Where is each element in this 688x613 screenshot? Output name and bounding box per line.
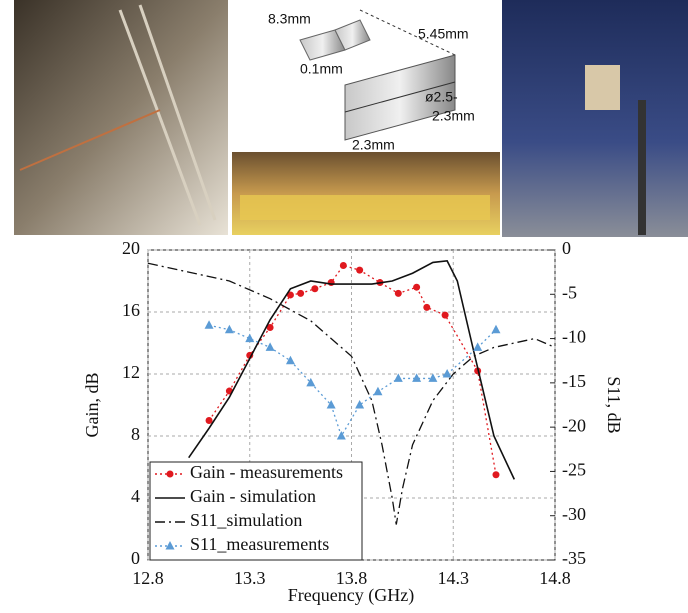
data-point bbox=[205, 320, 214, 329]
x-tick-label: 14.8 bbox=[539, 568, 571, 588]
data-point bbox=[206, 417, 213, 424]
photo-antenna bbox=[14, 0, 228, 235]
x-tick-label: 13.8 bbox=[336, 568, 368, 588]
data-point bbox=[395, 290, 402, 297]
legend-label: S11_measurements bbox=[190, 534, 329, 554]
data-point bbox=[297, 290, 304, 297]
y2-tick-label: -20 bbox=[562, 415, 586, 435]
legend-label: Gain - measurements bbox=[190, 462, 343, 482]
page: 8.3mm 0.1mm 5.45mm ø2.5- 2.3mm 2.3mm Fre… bbox=[0, 0, 688, 608]
dimension-label: 0.1mm bbox=[300, 61, 343, 77]
legend-marker bbox=[167, 471, 174, 478]
dimension-label: 8.3mm bbox=[268, 11, 311, 27]
data-point bbox=[423, 304, 430, 311]
data-point bbox=[355, 400, 364, 409]
y2-tick-label: -5 bbox=[562, 282, 577, 302]
y-tick-label: 16 bbox=[122, 300, 140, 320]
y-tick-label: 12 bbox=[122, 362, 140, 382]
y2-tick-label: -30 bbox=[562, 504, 586, 524]
x-tick-label: 13.3 bbox=[234, 568, 266, 588]
y-tick-label: 8 bbox=[131, 424, 140, 444]
data-point bbox=[286, 356, 295, 365]
y-tick-label: 20 bbox=[122, 238, 140, 258]
data-point bbox=[356, 267, 363, 274]
data-point bbox=[266, 342, 275, 351]
y2-tick-label: -35 bbox=[562, 548, 586, 568]
legend-label: S11_simulation bbox=[190, 510, 302, 530]
legend-label: Gain - simulation bbox=[190, 486, 316, 506]
photo-chamber-stand bbox=[638, 100, 646, 235]
data-point bbox=[443, 369, 452, 378]
y2-tick-label: 0 bbox=[562, 238, 571, 258]
photo-array bbox=[232, 152, 500, 235]
y2-tick-label: -10 bbox=[562, 327, 586, 347]
data-point bbox=[327, 400, 336, 409]
y-axis-label: Gain, dB bbox=[82, 373, 102, 438]
data-point bbox=[442, 312, 449, 319]
data-point bbox=[337, 431, 346, 440]
photo-array-board bbox=[240, 195, 490, 220]
dimension-label: ø2.5- bbox=[425, 89, 458, 105]
y-tick-label: 0 bbox=[131, 548, 140, 568]
data-point bbox=[311, 285, 318, 292]
x-tick-label: 14.3 bbox=[438, 568, 470, 588]
dimension-label: 5.45mm bbox=[418, 26, 469, 42]
data-point bbox=[340, 262, 347, 269]
y2-axis-label: S11, dB bbox=[604, 376, 624, 433]
data-point bbox=[328, 279, 335, 286]
dimension-label: 2.3mm bbox=[352, 137, 395, 153]
data-point bbox=[428, 373, 437, 382]
data-point bbox=[412, 373, 421, 382]
photo-chamber bbox=[502, 0, 688, 237]
data-point bbox=[394, 373, 403, 382]
data-point bbox=[306, 378, 315, 387]
x-tick-label: 12.8 bbox=[132, 568, 164, 588]
dimension-label: 2.3mm bbox=[432, 108, 475, 124]
data-point bbox=[245, 334, 254, 343]
data-point bbox=[413, 284, 420, 291]
figure: 8.3mm 0.1mm 5.45mm ø2.5- 2.3mm 2.3mm Fre… bbox=[0, 0, 688, 608]
y2-tick-label: -25 bbox=[562, 460, 586, 480]
y2-tick-label: -15 bbox=[562, 371, 586, 391]
data-point bbox=[492, 471, 499, 478]
y-tick-label: 4 bbox=[131, 486, 140, 506]
data-point bbox=[373, 387, 382, 396]
x-axis-label: Frequency (GHz) bbox=[288, 585, 414, 606]
data-point bbox=[491, 325, 500, 334]
data-point bbox=[225, 325, 234, 334]
photo-chamber-antenna bbox=[585, 65, 620, 110]
